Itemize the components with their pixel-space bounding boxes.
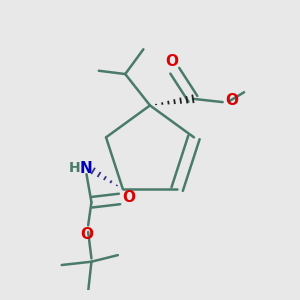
Text: O: O [225,93,239,108]
Text: O: O [122,190,135,205]
Text: O: O [80,227,93,242]
Text: H: H [69,161,81,175]
Text: N: N [80,161,93,176]
Text: O: O [165,54,178,69]
